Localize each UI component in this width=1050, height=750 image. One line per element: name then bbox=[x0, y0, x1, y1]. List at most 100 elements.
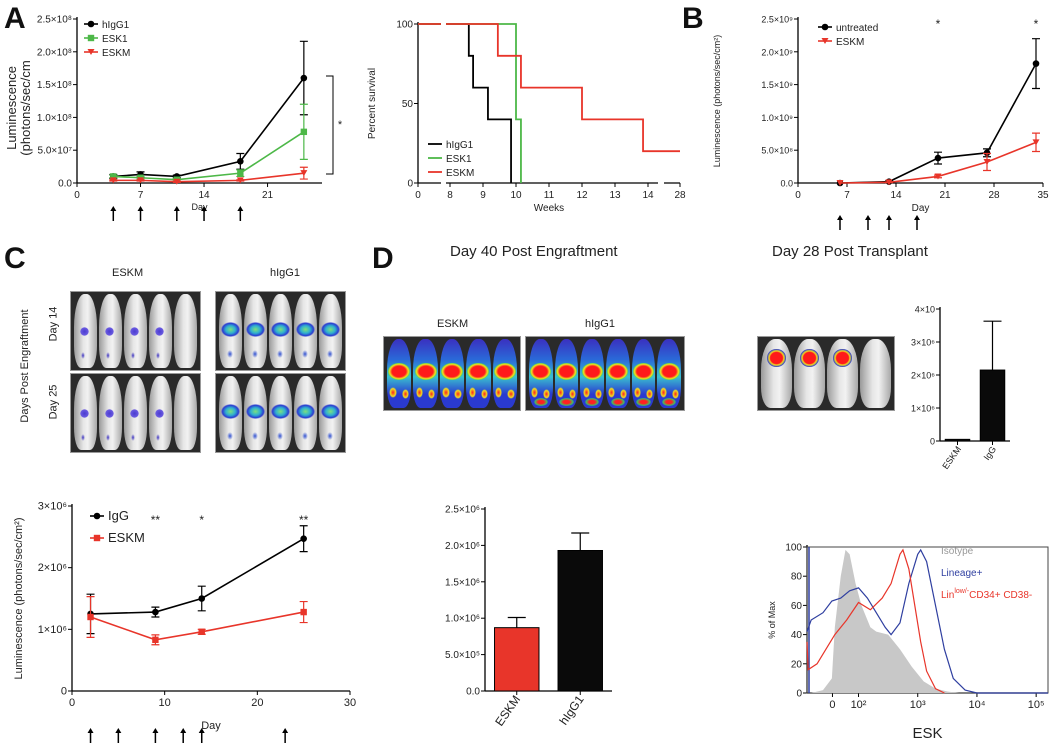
y-tick-label: 5.0×10⁸ bbox=[761, 146, 793, 156]
signal-blob bbox=[277, 432, 283, 440]
y-tick-label: 80 bbox=[791, 572, 803, 583]
panel-label-b: B bbox=[682, 2, 704, 35]
y-tick-label: 60 bbox=[791, 601, 803, 612]
y-tick-label: 2.5×10⁹ bbox=[761, 15, 793, 25]
signal-blob bbox=[271, 404, 290, 419]
x-tick-label: 20 bbox=[251, 697, 263, 709]
y-axis-label: Luminescence (photons/sec/cm²) bbox=[13, 517, 25, 679]
d-image-transplant bbox=[757, 336, 895, 411]
x-tick-label: 8 bbox=[447, 190, 453, 201]
c-col-eskm: ESKM bbox=[112, 267, 144, 279]
data-point bbox=[87, 613, 94, 621]
treatment-arrowhead bbox=[237, 206, 244, 211]
data-point bbox=[983, 149, 991, 157]
data-point bbox=[198, 595, 206, 602]
x-axis-label: Weeks bbox=[534, 203, 564, 214]
y-axis-label-line: (photons/sec/cm bbox=[18, 60, 33, 155]
error-bar bbox=[571, 532, 590, 551]
y-axis-label: Percent survival bbox=[367, 68, 378, 139]
d-image-eskm bbox=[383, 336, 521, 411]
data-point bbox=[1032, 60, 1040, 67]
signal-blob bbox=[454, 388, 462, 400]
signal-blob bbox=[104, 327, 114, 337]
mouse bbox=[149, 294, 172, 368]
data-point bbox=[137, 177, 145, 184]
mouse bbox=[124, 376, 147, 450]
mouse bbox=[761, 339, 792, 408]
signal-blob bbox=[296, 322, 315, 337]
y-tick-label: 5.0×10⁷ bbox=[38, 146, 73, 157]
x-tick-label: 35 bbox=[1037, 190, 1049, 201]
panel-label-a: A bbox=[4, 2, 26, 35]
signal-blob bbox=[468, 387, 476, 398]
y-tick-label: 1.5×10⁸ bbox=[37, 80, 72, 91]
treatment-arrowhead bbox=[137, 206, 144, 211]
signal-blob bbox=[277, 350, 283, 358]
y-tick-label: 1×10⁶ bbox=[911, 404, 935, 414]
y-tick-label: 0.0 bbox=[466, 687, 480, 698]
legend-sup: low/- bbox=[954, 588, 969, 595]
data-point bbox=[1032, 139, 1040, 146]
significance-marker: * bbox=[338, 119, 343, 131]
signal-blob bbox=[389, 387, 397, 398]
mouse bbox=[529, 339, 553, 408]
signal-blob bbox=[507, 388, 515, 400]
signal-blob bbox=[585, 397, 600, 406]
axis-break bbox=[441, 178, 446, 188]
x-tick-label: hIgG1 bbox=[556, 692, 586, 727]
y-tick-label: 0.0 bbox=[780, 179, 793, 189]
series-line-IgG bbox=[90, 537, 305, 615]
y-tick-label: 0 bbox=[61, 686, 67, 698]
treatment-arrowhead bbox=[115, 728, 122, 733]
signal-blob bbox=[442, 387, 450, 398]
significance-marker: * bbox=[199, 513, 204, 527]
x-tick-label: ESKM bbox=[492, 693, 523, 729]
y-axis-label-line: Luminescence bbox=[4, 66, 19, 150]
treatment-arrowhead bbox=[180, 728, 187, 733]
c-image-higg1-day25 bbox=[215, 373, 346, 453]
significance-marker: ** bbox=[299, 513, 309, 527]
mouse bbox=[606, 339, 630, 408]
bar-hIgG1 bbox=[557, 549, 603, 692]
legend-label: Lineage+ bbox=[941, 568, 983, 579]
mouse bbox=[387, 339, 412, 408]
bar-ESKM bbox=[494, 627, 540, 692]
signal-blob bbox=[154, 327, 164, 337]
x-tick-label: 0 bbox=[829, 699, 835, 711]
signal-blob bbox=[129, 327, 139, 337]
c-image-eskm-day25 bbox=[70, 373, 201, 453]
signal-blob bbox=[800, 349, 819, 367]
legend-label: ESKM bbox=[108, 530, 145, 545]
legend-marker bbox=[87, 20, 95, 28]
mouse bbox=[219, 376, 242, 450]
legend-marker bbox=[87, 34, 95, 42]
x-tick-label: 28 bbox=[674, 190, 686, 201]
signal-blob bbox=[401, 388, 409, 400]
legend-label: ESK1 bbox=[446, 154, 472, 165]
y-tick-label: 3×10⁶ bbox=[911, 338, 935, 348]
histogram-Lin bbox=[806, 548, 945, 694]
mouse bbox=[244, 376, 267, 450]
x-axis-label: Day bbox=[191, 202, 208, 212]
signal-blob bbox=[833, 349, 852, 367]
signal-blob bbox=[271, 322, 290, 337]
y-tick-label: 0 bbox=[796, 689, 802, 700]
signal-blob bbox=[79, 327, 89, 337]
signal-blob bbox=[414, 363, 437, 381]
data-point bbox=[934, 154, 942, 162]
mouse bbox=[794, 339, 825, 408]
x-tick-label: 14 bbox=[198, 190, 210, 201]
signal-blob bbox=[130, 351, 136, 360]
y-tick-label: 1.0×10⁸ bbox=[37, 113, 72, 124]
legend-marker bbox=[87, 49, 95, 55]
signal-blob bbox=[154, 409, 164, 419]
signal-blob bbox=[658, 363, 680, 381]
data-point bbox=[983, 159, 991, 166]
x-tick-label: ESKM bbox=[940, 444, 963, 471]
y-tick-label: 0.0 bbox=[58, 179, 72, 190]
signal-blob bbox=[104, 409, 114, 419]
signal-blob bbox=[105, 433, 111, 442]
mouse bbox=[554, 339, 579, 408]
